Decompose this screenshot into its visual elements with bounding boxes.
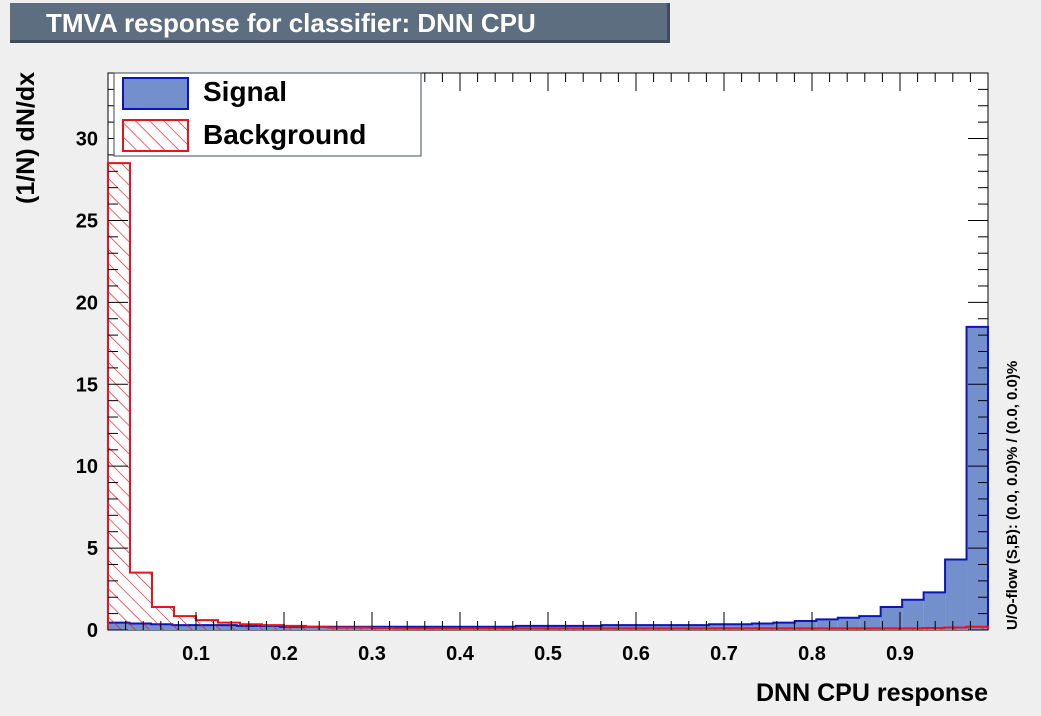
background-outline <box>107 162 989 630</box>
legend: Signal Background <box>113 72 422 157</box>
background-bin <box>240 624 262 630</box>
background-bin <box>108 163 130 630</box>
y-tick-label: 10 <box>76 456 98 478</box>
signal-bin <box>708 624 731 630</box>
signal-bin <box>923 592 946 630</box>
legend-signal-swatch <box>122 77 189 110</box>
signal-bin <box>816 619 838 630</box>
y-tick-label: 15 <box>76 374 98 396</box>
signal-bin <box>837 617 860 630</box>
background-bin <box>196 620 218 630</box>
background-bin <box>174 616 196 630</box>
signal-bin <box>773 622 795 630</box>
background-bin <box>350 627 372 630</box>
background-histogram <box>107 162 989 630</box>
background-bin <box>262 625 284 630</box>
background-bin <box>306 626 328 630</box>
signal-bin <box>751 623 774 630</box>
y-tick-label: 25 <box>76 210 98 232</box>
x-tick-label: 0.4 <box>446 643 475 665</box>
background-bin <box>284 625 306 630</box>
y-tick-label: 5 <box>87 538 98 560</box>
x-tick-label: 0.7 <box>710 643 738 665</box>
signal-bin <box>794 620 817 630</box>
x-tick-label: 0.3 <box>358 643 386 665</box>
legend-background-label: Background <box>203 119 366 150</box>
y-tick-label: 20 <box>76 292 98 314</box>
background-bin <box>966 626 988 630</box>
x-tick-label: 0.9 <box>886 643 914 665</box>
background-bin <box>218 622 240 630</box>
x-axis-title: DNN CPU response <box>756 679 988 707</box>
y-axis-title: (1/N) dN/dx <box>12 72 40 204</box>
x-tick-label: 0.8 <box>798 643 826 665</box>
background-bin <box>130 572 152 630</box>
x-tick-label: 0.6 <box>622 643 650 665</box>
background-bin <box>944 627 966 630</box>
background-bin <box>328 627 350 630</box>
x-tick-label: 0.1 <box>182 643 210 665</box>
signal-bin <box>902 599 924 630</box>
x-tick-label: 0.2 <box>270 643 298 665</box>
signal-bin <box>880 607 903 630</box>
chart-title: TMVA response for classifier: DNN CPU <box>46 8 536 38</box>
signal-bin <box>966 326 988 630</box>
title-banner: TMVA response for classifier: DNN CPU <box>10 3 670 43</box>
overflow-note: U/O-flow (S,B): (0.0, 0.0)% / (0.0, 0.0)… <box>1004 361 1021 630</box>
x-tick-label: 0.5 <box>534 643 562 665</box>
signal-bin <box>945 559 967 630</box>
plot-frame <box>107 72 989 631</box>
y-tick-label: 30 <box>76 129 98 151</box>
y-tick-label: 0 <box>87 620 98 642</box>
legend-signal-label: Signal <box>203 76 287 107</box>
legend-background-swatch <box>122 119 189 152</box>
background-bin <box>152 607 174 630</box>
